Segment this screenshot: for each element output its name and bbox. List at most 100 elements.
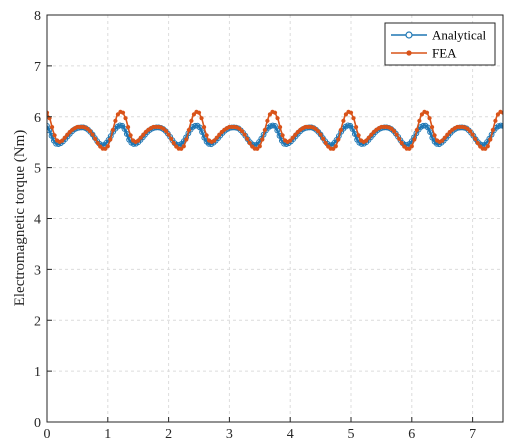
data-point xyxy=(341,118,346,123)
data-point xyxy=(169,136,174,141)
data-point xyxy=(419,112,425,117)
data-point xyxy=(245,136,250,141)
data-point xyxy=(409,144,414,149)
data-point xyxy=(95,140,100,146)
data-point xyxy=(120,110,126,115)
data-point xyxy=(125,124,131,130)
data-point xyxy=(331,146,336,151)
data-point xyxy=(397,136,402,141)
data-point xyxy=(412,137,417,142)
data-point xyxy=(366,135,371,140)
y-tick-label: 6 xyxy=(34,111,41,126)
data-point xyxy=(103,146,108,151)
data-point xyxy=(432,133,437,138)
data-point xyxy=(424,110,430,115)
data-point xyxy=(217,132,222,137)
y-axis-label: Electromagnetic torque (Nm) xyxy=(12,130,28,307)
data-point xyxy=(49,124,55,130)
data-point xyxy=(493,118,498,123)
x-tick-label: 4 xyxy=(287,427,294,442)
data-point xyxy=(445,132,450,137)
data-point xyxy=(212,138,217,143)
data-point xyxy=(239,129,245,134)
data-point xyxy=(265,118,270,123)
data-point xyxy=(399,140,404,146)
data-point xyxy=(427,129,433,135)
data-point xyxy=(62,135,67,140)
data-point xyxy=(488,137,493,142)
data-point xyxy=(189,118,194,123)
data-point xyxy=(485,144,490,149)
data-point xyxy=(262,127,267,133)
data-point xyxy=(353,124,359,130)
y-tick-label: 8 xyxy=(34,9,41,24)
data-point xyxy=(257,144,262,149)
data-point xyxy=(417,118,422,123)
data-point xyxy=(110,127,115,133)
data-point xyxy=(242,132,247,137)
data-point xyxy=(186,127,191,133)
y-tick-label: 1 xyxy=(34,365,41,380)
data-point xyxy=(318,132,323,137)
y-tick-label: 2 xyxy=(34,314,41,329)
data-point xyxy=(348,110,354,115)
axis-ticks: 0 1 2 3 4 5 6 7 0 1 2 3 4 5 6 7 8 xyxy=(34,9,476,442)
data-point xyxy=(199,129,205,135)
data-point xyxy=(128,133,133,138)
data-point xyxy=(93,136,98,141)
data-point xyxy=(500,110,503,115)
data-point xyxy=(113,118,118,123)
data-point xyxy=(105,144,110,149)
data-point xyxy=(343,112,349,117)
data-point xyxy=(47,110,50,115)
data-point xyxy=(345,122,351,129)
x-tick-label: 1 xyxy=(104,427,111,442)
data-point xyxy=(440,138,445,143)
data-point xyxy=(181,144,186,149)
data-point xyxy=(467,129,473,134)
data-point xyxy=(60,138,65,143)
data-point xyxy=(90,132,95,137)
data-point xyxy=(138,135,143,140)
x-tick-label: 6 xyxy=(408,427,415,442)
data-point xyxy=(272,123,278,129)
data-point xyxy=(349,126,356,132)
legend: Analytical FEA xyxy=(384,22,496,66)
legend-box xyxy=(384,22,496,66)
data-point xyxy=(442,135,447,140)
data-point xyxy=(65,132,70,137)
data-point xyxy=(184,137,189,142)
data-point xyxy=(121,126,128,132)
data-point xyxy=(52,133,57,138)
y-tick-label: 4 xyxy=(34,213,41,228)
data-point xyxy=(290,135,295,140)
data-point xyxy=(490,127,495,133)
x-tick-label: 7 xyxy=(469,427,476,442)
data-point xyxy=(115,112,121,117)
y-tick-label: 3 xyxy=(34,263,41,278)
legend-marker xyxy=(405,31,413,39)
data-point xyxy=(255,146,260,151)
data-point xyxy=(166,132,171,137)
x-tick-label: 2 xyxy=(165,427,172,442)
data-point xyxy=(196,110,202,115)
legend-marker xyxy=(406,50,412,56)
data-point xyxy=(414,127,419,133)
data-point xyxy=(483,146,488,151)
data-point xyxy=(333,144,338,149)
data-point xyxy=(199,116,204,121)
data-point xyxy=(201,124,207,130)
y-tick-label: 5 xyxy=(34,162,41,177)
data-point xyxy=(179,146,184,151)
data-point xyxy=(321,136,326,141)
data-point xyxy=(214,135,219,140)
data-point xyxy=(117,122,123,129)
data-point xyxy=(123,116,128,121)
data-point xyxy=(495,112,501,117)
data-point xyxy=(247,140,252,146)
data-point xyxy=(260,137,265,142)
data-point xyxy=(356,133,361,138)
data-point xyxy=(338,127,343,133)
data-point xyxy=(87,129,93,134)
y-tick-label: 0 xyxy=(34,416,41,431)
